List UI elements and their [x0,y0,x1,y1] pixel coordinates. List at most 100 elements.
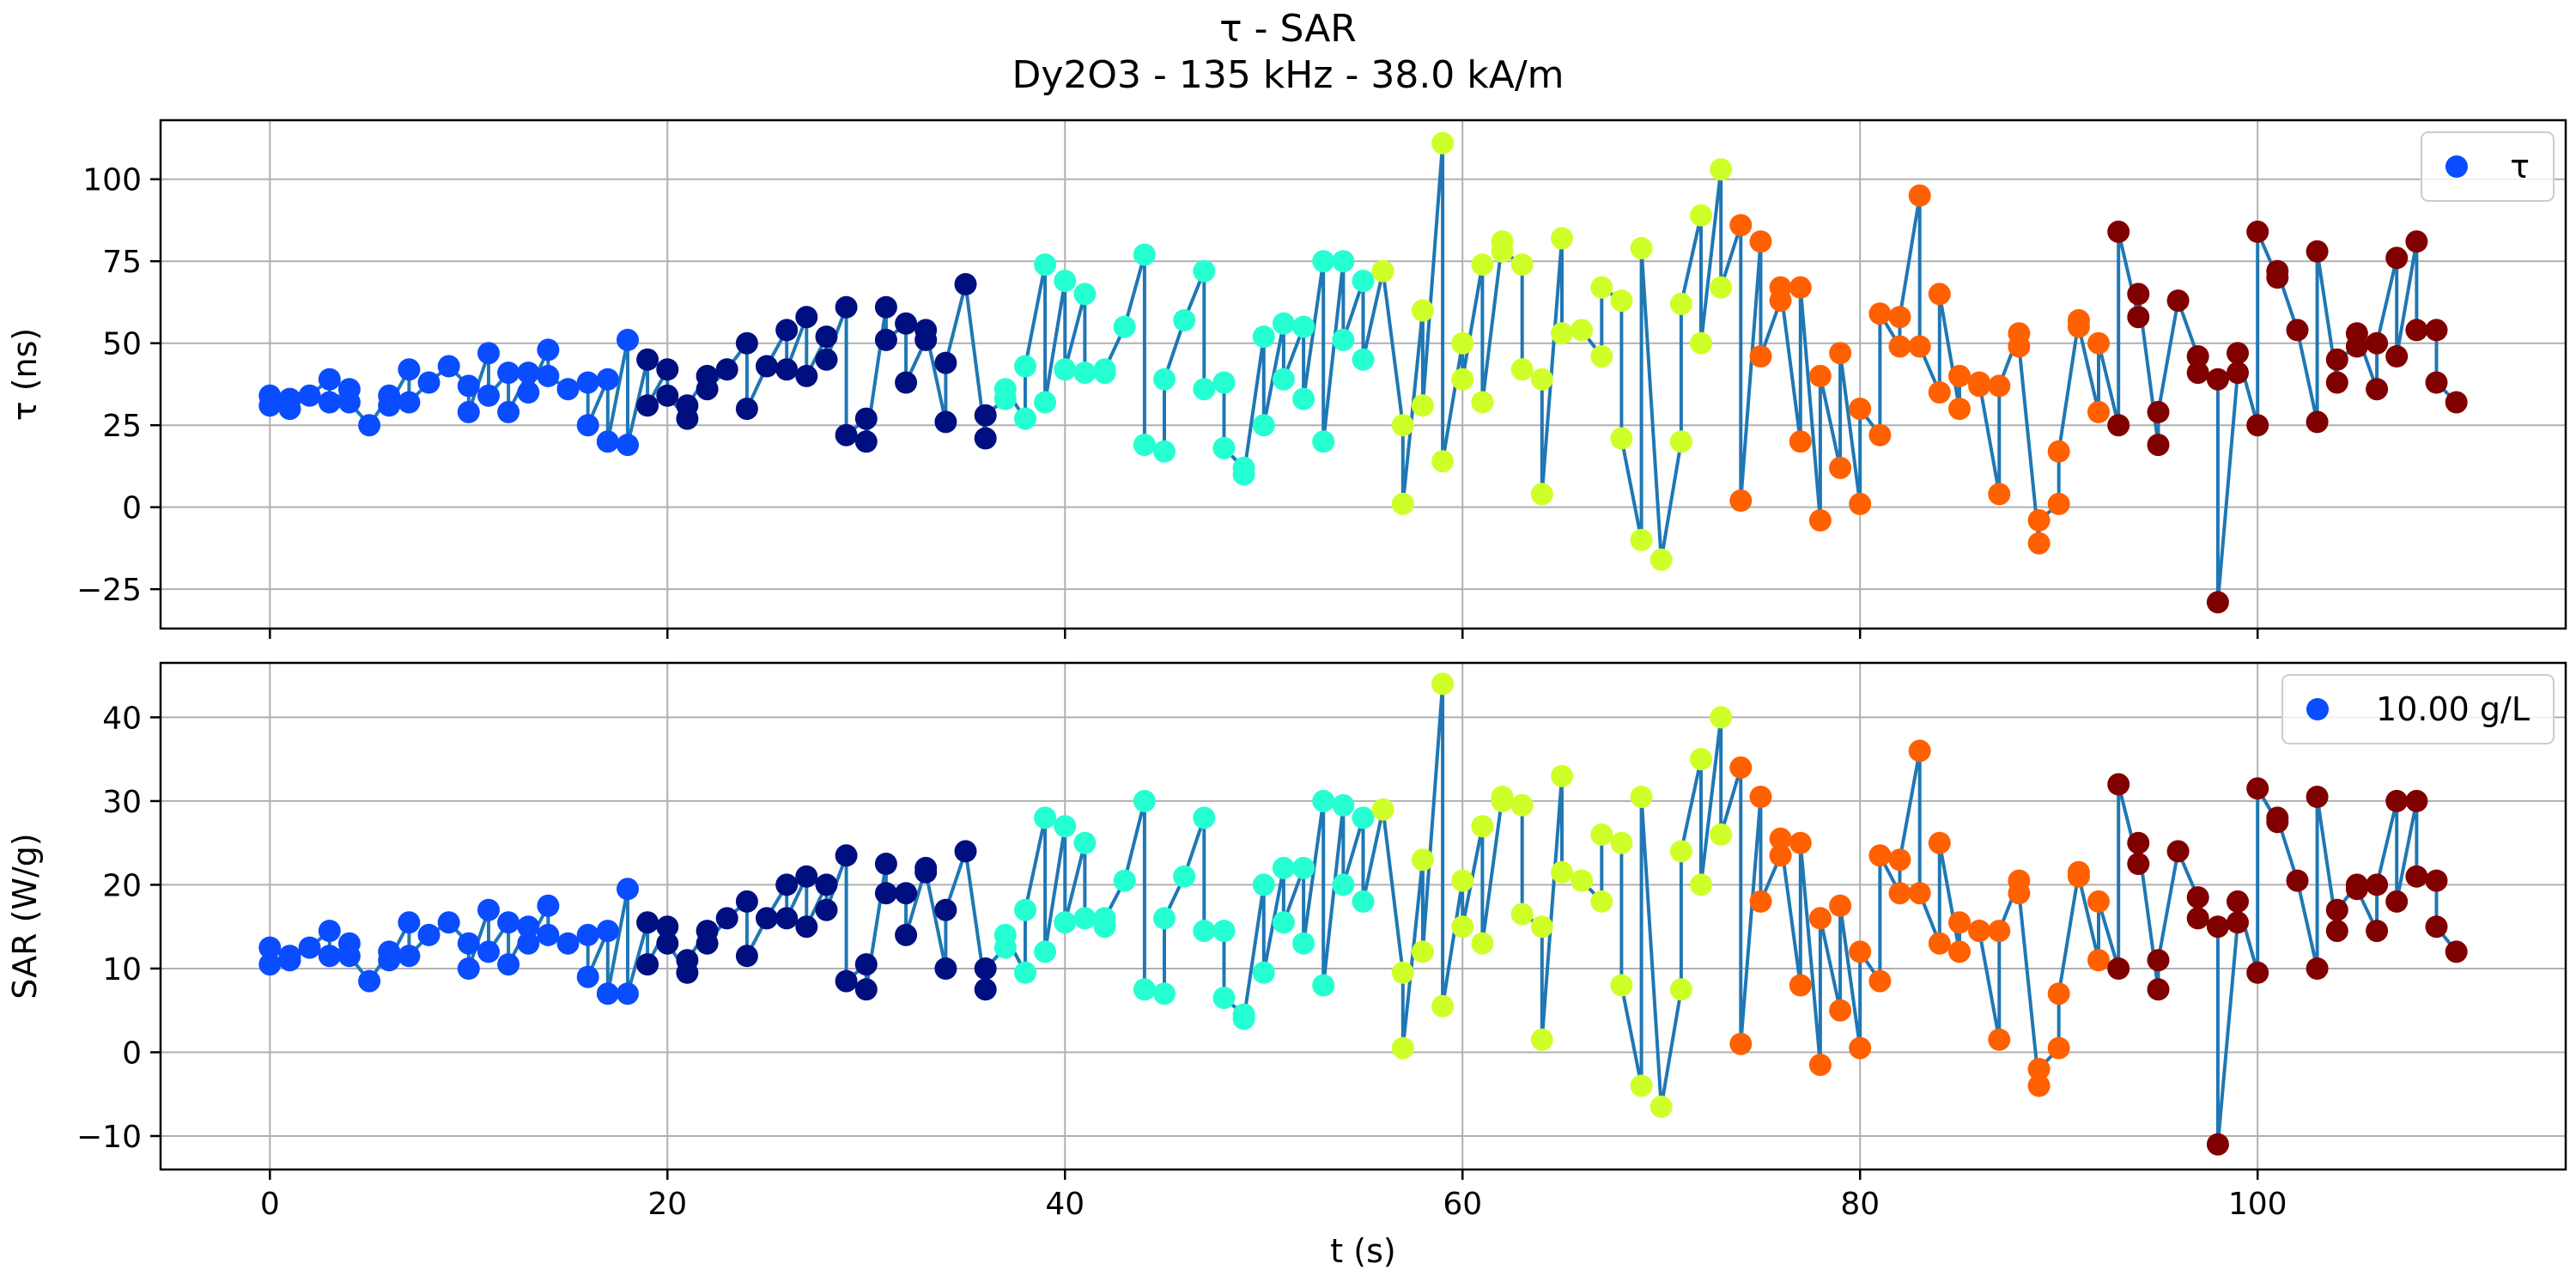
sar-point-138 [1749,890,1772,913]
tau-point-103 [1391,414,1414,437]
sar-point-84 [1193,806,1216,829]
tau-point-146 [1829,342,1852,365]
tau-point-82 [1153,368,1176,391]
tau-point-109 [1451,331,1474,355]
sar-point-106 [1411,940,1434,963]
sar-point-102 [1371,798,1394,821]
tau-point-205 [2445,391,2468,414]
tau-point-194 [2325,348,2348,371]
tau-point-91 [1252,414,1275,437]
tau-point-110 [1451,368,1474,391]
sar-point-148 [1849,940,1872,963]
sar-point-78 [1113,869,1136,892]
sar-point-158 [1948,911,1971,934]
tau-panel: −25 0 25 50 75 100 τ (ns) τ [6,118,2567,639]
tau-point-134 [1710,276,1733,299]
sar-point-24 [537,894,560,917]
tau-point-148 [1849,398,1872,421]
tau-point-156 [1928,283,1951,306]
tau-point-100 [1352,270,1375,293]
tau-point-57 [895,312,918,335]
tau-point-43 [735,398,758,421]
tau-point-69 [1014,355,1036,378]
sar-point-17 [457,957,480,980]
tau-point-182 [2206,368,2229,391]
sar-point-161 [1988,1028,2011,1051]
sar-xtick-label-3: 60 [1443,1187,1482,1222]
sar-point-52 [835,969,858,993]
tau-point-62 [934,351,957,374]
tau-point-115 [1510,253,1534,276]
sar-point-9 [358,969,381,993]
sar-point-50 [815,898,838,921]
tau-point-28 [576,414,599,437]
tau-point-143 [1808,509,1832,532]
sar-point-36 [656,932,679,955]
tau-point-56 [874,328,897,351]
sar-point-110 [1451,915,1474,939]
sar-point-71 [1034,940,1057,963]
sar-ytick-label-1: 0 [122,1036,142,1071]
sar-point-133 [1710,706,1733,729]
tau-point-177 [2147,434,2170,457]
sar-point-140 [1769,827,1792,850]
sar-point-40 [696,932,719,955]
sar-point-20 [497,911,520,934]
sar-point-101 [1352,890,1375,913]
tau-point-200 [2385,345,2409,368]
sar-legend-label: 10.00 g/L [2376,690,2530,728]
sar-point-41 [715,907,738,930]
tau-point-17 [457,400,480,423]
tau-point-122 [1590,345,1613,368]
sar-point-124 [1610,831,1633,854]
tau-point-196 [2345,322,2368,345]
sar-point-93 [1272,911,1295,934]
tau-point-112 [1471,391,1494,414]
sar-point-11 [378,949,401,972]
tau-point-147 [1849,492,1872,515]
tau-point-55 [874,295,897,319]
tau-point-136 [1729,489,1753,512]
sar-point-62 [934,898,957,921]
sar-point-38 [676,949,699,972]
tau-point-36 [656,384,679,407]
sar-point-126 [1630,1074,1653,1097]
tau-point-111 [1471,253,1494,276]
sar-point-171 [2087,949,2110,972]
sar-point-165 [2027,1074,2050,1097]
sar-point-15 [437,911,460,934]
sar-legend-box [2281,674,2555,744]
sar-point-23 [517,932,540,955]
sar-point-70 [1034,806,1057,829]
tau-point-176 [2127,283,2150,306]
sar-ytick-label-5: 40 [102,701,142,736]
sar-point-16 [457,932,480,955]
tau-point-65 [974,404,997,427]
tau-point-4 [298,384,321,407]
sar-point-1 [258,953,282,976]
tau-point-41 [715,358,738,381]
tau-point-25 [537,364,560,387]
tau-point-42 [735,331,758,355]
tau-point-125 [1610,427,1633,450]
tau-point-78 [1113,315,1136,338]
sar-point-205 [2445,940,2468,963]
tau-point-79 [1133,243,1156,266]
sar-point-26 [556,932,580,955]
sar-point-150 [1868,844,1892,867]
tau-point-201 [2405,230,2428,253]
tau-point-173 [2107,414,2130,437]
tau-point-1 [258,394,282,417]
tau-point-80 [1133,434,1156,457]
sar-point-25 [537,923,560,946]
tau-point-192 [2306,240,2329,263]
sar-point-94 [1292,856,1315,879]
sar-point-118 [1530,1028,1553,1051]
sar-point-178 [2147,949,2170,972]
sar-point-82 [1153,907,1176,930]
sar-point-63 [954,840,977,863]
tau-point-105 [1411,299,1434,322]
sar-point-154 [1908,882,1931,905]
sar-point-109 [1451,869,1474,892]
sar-point-104 [1391,1036,1414,1060]
